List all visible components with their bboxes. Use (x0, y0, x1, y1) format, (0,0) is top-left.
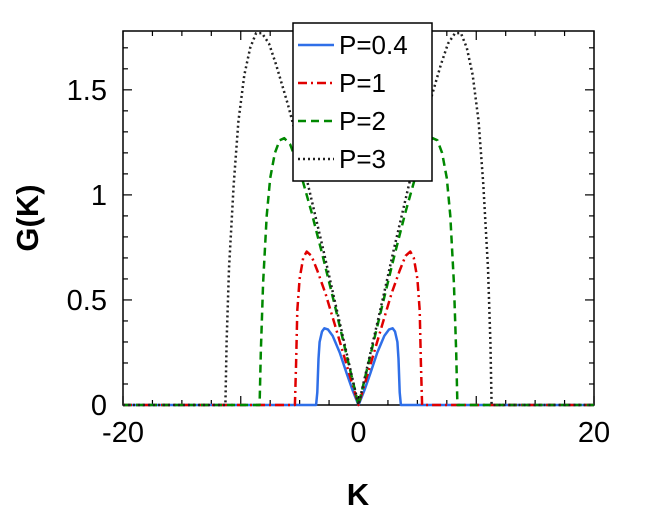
legend-label: P=0.4 (339, 30, 408, 60)
series-group (123, 31, 594, 407)
x-tick-label: 20 (578, 417, 610, 449)
y-axis-title: G(K) (10, 184, 45, 251)
series-line-P=0.4 (123, 327, 594, 407)
legend-label: P=1 (339, 68, 386, 98)
y-tick-label: 1 (91, 180, 107, 212)
legend-label: P=3 (339, 144, 386, 174)
x-axis-title: K (347, 477, 370, 512)
y-tick-label: 1.5 (67, 75, 107, 107)
y-tick-label: 0 (91, 390, 107, 422)
series-line-P=1 (123, 250, 594, 407)
legend: P=0.4 P=1 P=2 P=3 (292, 22, 433, 182)
x-tick-label: -20 (102, 417, 144, 449)
legend-box (292, 22, 433, 182)
y-tick-label: 0.5 (67, 285, 107, 317)
legend-label: P=2 (339, 106, 386, 136)
series-line-P=2 (123, 136, 594, 407)
x-tick-label: 0 (350, 417, 366, 449)
